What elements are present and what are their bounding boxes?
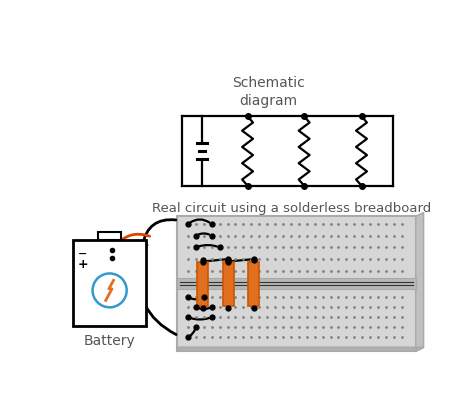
Text: Schematic
diagram: Schematic diagram bbox=[232, 76, 305, 108]
Text: +: + bbox=[77, 258, 88, 271]
Bar bbox=[197, 262, 208, 306]
Bar bbox=[177, 279, 416, 289]
Polygon shape bbox=[416, 213, 423, 351]
Polygon shape bbox=[177, 347, 423, 351]
Bar bbox=[177, 216, 416, 351]
Text: Real circuit using a solderless breadboard: Real circuit using a solderless breadboa… bbox=[152, 202, 431, 215]
Text: Battery: Battery bbox=[84, 334, 136, 348]
Bar bbox=[223, 262, 234, 306]
Bar bbox=[98, 232, 121, 240]
Text: −: − bbox=[78, 248, 87, 258]
Bar bbox=[73, 240, 146, 326]
Bar bbox=[248, 262, 259, 306]
